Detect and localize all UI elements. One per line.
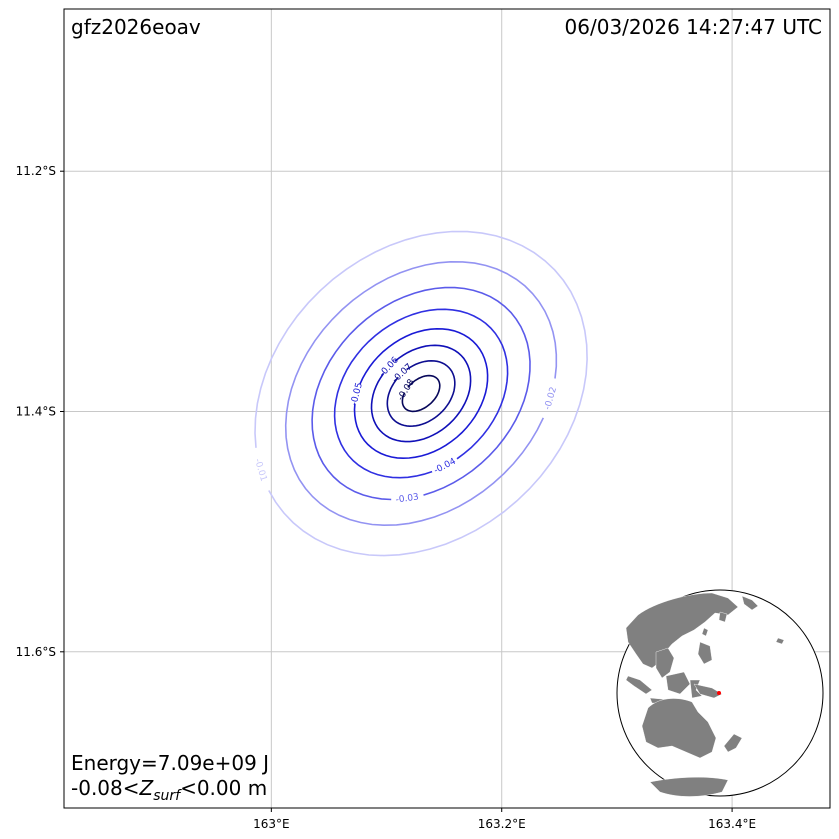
timestamp-label: 06/03/2026 14:27:47 UTC: [565, 15, 822, 39]
landmass-indochina: [655, 647, 675, 679]
landmass-borneo: [665, 671, 691, 695]
contour-plot: -0.01-0.02-0.03-0.04-0.05-0.06-0.07-0.08: [252, 230, 588, 557]
inset-globe: [616, 589, 824, 797]
landmass-japan: [741, 595, 759, 611]
landmass-new-guinea: [693, 683, 723, 699]
lon-tick-label: 163.4°E: [708, 817, 756, 831]
landmass-sulawesi: [689, 679, 703, 699]
lat-tick-label: 11.6°S: [16, 645, 56, 659]
contour-line: [333, 308, 509, 479]
axis-tick-labels: 163°E 163.2°E 163.4°E 11.2°S 11.4°S 11.6°S: [16, 164, 756, 831]
zsurf-symbol: Z: [139, 776, 155, 800]
contour-line: [284, 260, 558, 527]
landmass-taiwan: [701, 627, 709, 637]
map-panel: -0.01-0.02-0.03-0.04-0.05-0.06-0.07-0.08: [63, 8, 831, 809]
landmass-new-zealand: [723, 733, 743, 753]
contour-label: -0.03: [395, 492, 419, 505]
lat-tick-label: 11.2°S: [16, 164, 56, 178]
lon-tick-label: 163°E: [253, 817, 290, 831]
map-frame: [63, 8, 831, 809]
zsurf-suffix: <0.00 m: [180, 776, 267, 800]
contour-line: [370, 344, 472, 443]
epicenter-marker: [717, 691, 721, 695]
landmass-philippines: [697, 641, 713, 665]
lat-tick-label: 11.4°S: [16, 405, 56, 419]
landmass-antarctica: [649, 777, 729, 797]
landmass-korea: [718, 611, 728, 623]
lon-tick-label: 163.2°E: [478, 817, 526, 831]
landmass-australia: [641, 698, 717, 759]
zsurf-subscript: surf: [153, 788, 182, 804]
contour-line: [386, 359, 456, 428]
event-id-label: gfz2026eoav: [71, 15, 201, 39]
contour-line: [311, 286, 531, 501]
landmass-sumatra: [625, 675, 653, 695]
energy-label: Energy=7.09e+09 J: [71, 751, 269, 775]
zsurf-prefix: -0.08<: [71, 776, 140, 800]
contour-line: [353, 327, 489, 460]
contour-line: [401, 374, 441, 413]
landmass-pacific-islands: [775, 637, 785, 645]
contour-line: [254, 230, 588, 557]
globe-landmasses: [625, 592, 785, 797]
landmass-asia: [625, 592, 739, 669]
zsurf-range-label: -0.08<Zsurf<0.00 m: [71, 776, 267, 804]
